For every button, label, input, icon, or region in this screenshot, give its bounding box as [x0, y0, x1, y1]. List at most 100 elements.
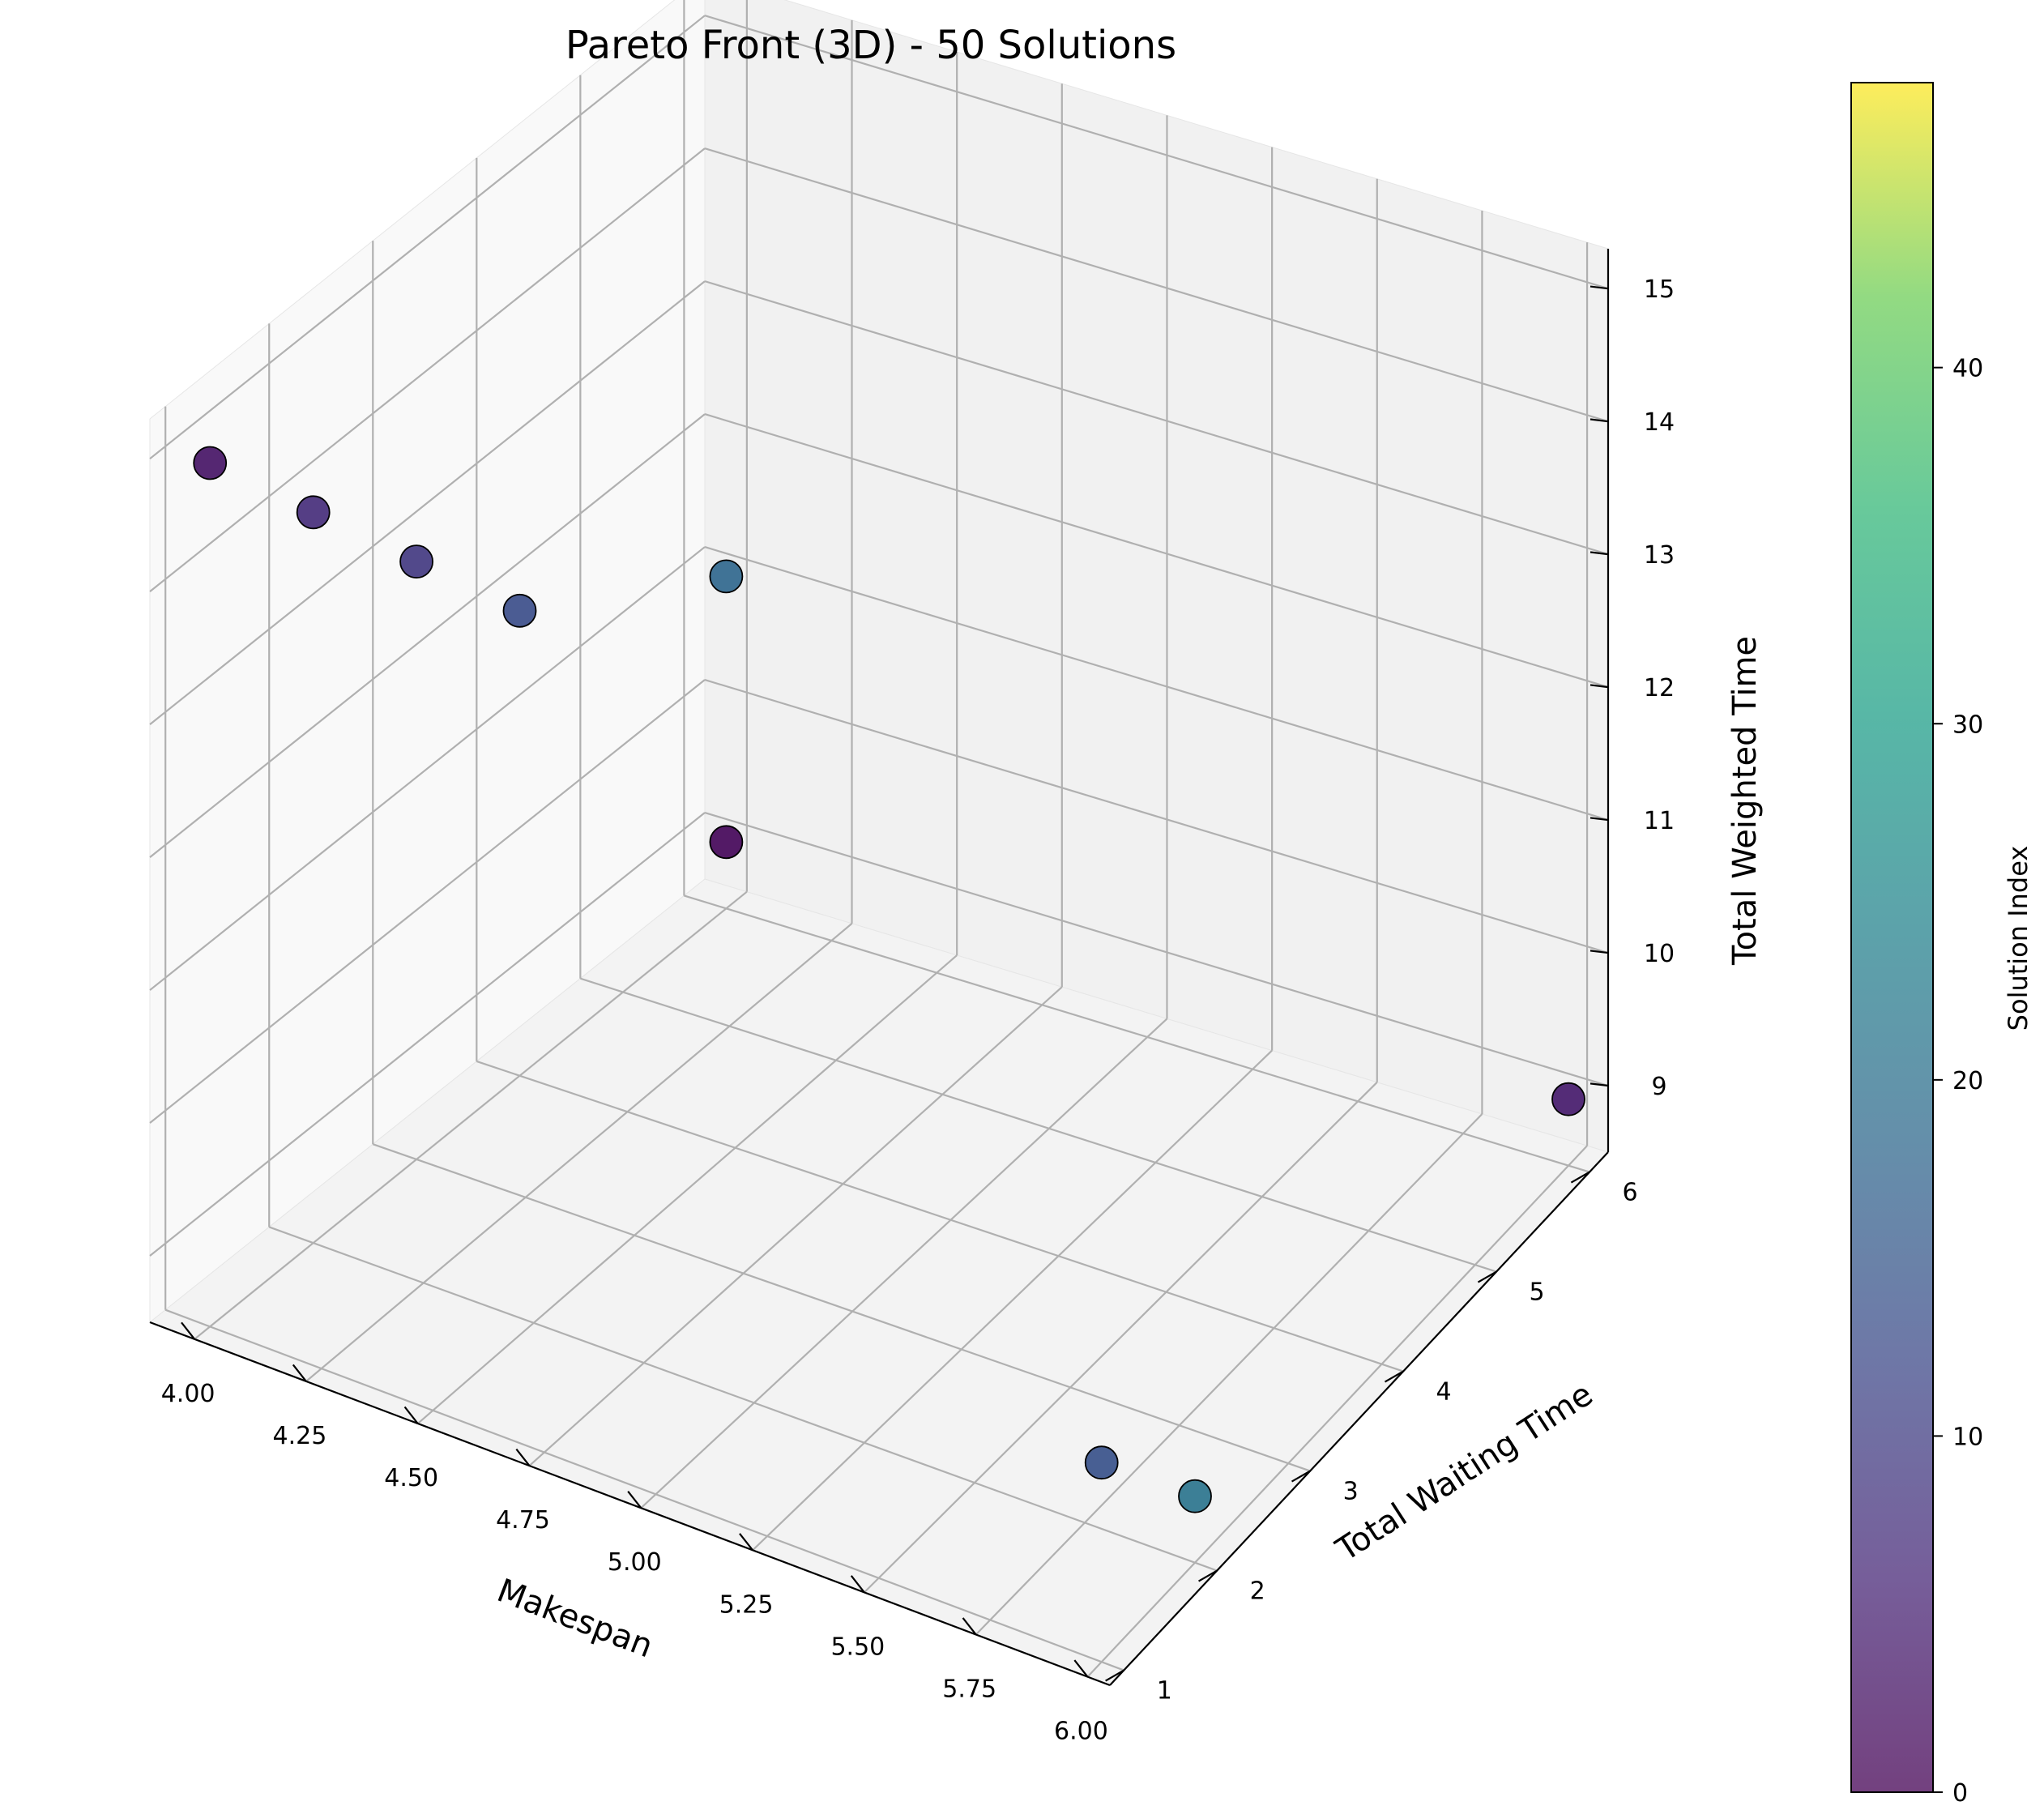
z-tick-label: 14 [1644, 408, 1675, 437]
scatter-point [399, 544, 433, 578]
x-tick [1073, 1659, 1089, 1678]
scatter-point [193, 446, 228, 480]
scatter-point [1084, 1445, 1119, 1480]
z-tick-label: 10 [1644, 940, 1675, 968]
colorbar-tick-label: 20 [1952, 1067, 1983, 1095]
z-tick [1590, 551, 1609, 556]
z-tick-label: 11 [1644, 807, 1675, 835]
y-tick-label: 2 [1250, 1577, 1265, 1606]
z-axis-label: Total Weighted Time [1726, 636, 1764, 966]
scatter-point [709, 825, 744, 860]
chart-title: Pareto Front (3D) - 50 Solutions [565, 23, 1176, 68]
colorbar-label: Solution Index [2003, 846, 2033, 1031]
x-tick [515, 1448, 531, 1466]
y-tick [1384, 1370, 1404, 1383]
y-tick-label: 6 [1622, 1179, 1637, 1207]
colorbar-tick-label: 0 [1952, 1779, 1968, 1808]
grid-line-y [684, 894, 1590, 1173]
axes-panes [149, 0, 1609, 1686]
grid-line-y [476, 1060, 1404, 1372]
grid-line-z [149, 147, 706, 593]
y-tick [1291, 1470, 1311, 1483]
scatter-point [502, 593, 537, 628]
grid-line-y [372, 1143, 1311, 1472]
colorbar-tick-label: 40 [1952, 355, 1983, 383]
x-tick-label: 5.25 [719, 1590, 774, 1619]
grid-line-x [416, 954, 958, 1424]
scatter-point [709, 559, 744, 594]
colorbar: 0 10 20 30 40 Solution Index [1850, 82, 2033, 1808]
axes-grid [149, 0, 1609, 1678]
scatter-point [1551, 1082, 1585, 1116]
x-tick-label: 5.00 [608, 1548, 662, 1577]
x-tick-label: 6.00 [1054, 1718, 1108, 1746]
colorbar-gradient [1850, 82, 1934, 1793]
x-tick [403, 1406, 419, 1424]
scatter-point [296, 495, 331, 530]
x-tick-label: 4.25 [273, 1422, 327, 1450]
x-tick-label: 4.00 [161, 1380, 215, 1408]
grid-line-z [149, 280, 706, 725]
grid-line-z [704, 280, 1609, 556]
grid-line-z [704, 811, 1609, 1087]
colorbar-tick-label: 10 [1952, 1423, 1983, 1451]
grid-line-z [704, 413, 1609, 689]
scatter-points [193, 446, 1585, 1513]
grid-line-y [580, 977, 1497, 1273]
grid-line-x [194, 890, 748, 1340]
grid-line-z [704, 678, 1609, 954]
x-tick-label: 4.50 [384, 1464, 438, 1492]
x-tick [850, 1575, 865, 1594]
x-axis-line [149, 1321, 1111, 1687]
colorbar-tick-label: 30 [1952, 711, 1983, 739]
grid-line-y [164, 1308, 1124, 1671]
grid-line-x [1086, 1145, 1588, 1678]
grid-line-z [704, 546, 1609, 822]
y-tick [1105, 1669, 1124, 1682]
z-tick [1590, 817, 1609, 822]
z-tick-label: 9 [1651, 1073, 1666, 1101]
y-axis-line [1109, 1151, 1609, 1686]
grid-line-z [149, 679, 706, 1124]
x-tick-label: 4.75 [496, 1506, 550, 1535]
z-tick-label: 13 [1644, 541, 1675, 570]
x-tick-label: 5.75 [942, 1675, 996, 1703]
axes-lines [149, 249, 1610, 1687]
z-tick-label: 12 [1644, 674, 1675, 702]
y-tick-label: 1 [1157, 1677, 1172, 1705]
z-tick [1590, 950, 1609, 954]
y-tick-label: 5 [1530, 1279, 1545, 1307]
grid-line-z [704, 15, 1609, 290]
grid-line-z [149, 546, 706, 991]
y-tick [1198, 1569, 1218, 1582]
y-tick-label: 4 [1436, 1378, 1452, 1407]
x-tick [962, 1617, 977, 1636]
grid-line-x [975, 1113, 1483, 1636]
grid-line-x [752, 1049, 1273, 1552]
grid-line-z [704, 147, 1609, 423]
grid-line-y [268, 1226, 1218, 1572]
x-tick [627, 1490, 642, 1509]
grid-line-x [640, 1018, 1168, 1509]
scatter-point [1178, 1479, 1212, 1513]
z-tick [1590, 418, 1609, 423]
y-tick [1477, 1270, 1497, 1283]
grid-line-x [864, 1082, 1378, 1594]
grid-line-z [149, 15, 706, 460]
grid-line-z [149, 413, 706, 858]
grid-line-x [528, 986, 1063, 1466]
y-tick [1570, 1171, 1590, 1184]
z-tick [1590, 285, 1609, 290]
x-tick [292, 1364, 307, 1382]
x-tick [739, 1533, 753, 1551]
z-tick [1590, 684, 1609, 689]
y-tick-label: 3 [1343, 1478, 1359, 1506]
z-tick [1590, 1082, 1609, 1087]
grid-line-x [305, 923, 853, 1382]
z-tick-label: 15 [1644, 275, 1675, 304]
x-axis-label: Makespan [492, 1572, 658, 1665]
x-tick-label: 5.50 [830, 1633, 885, 1661]
grid-line-z [149, 812, 706, 1257]
x-tick [181, 1321, 195, 1340]
